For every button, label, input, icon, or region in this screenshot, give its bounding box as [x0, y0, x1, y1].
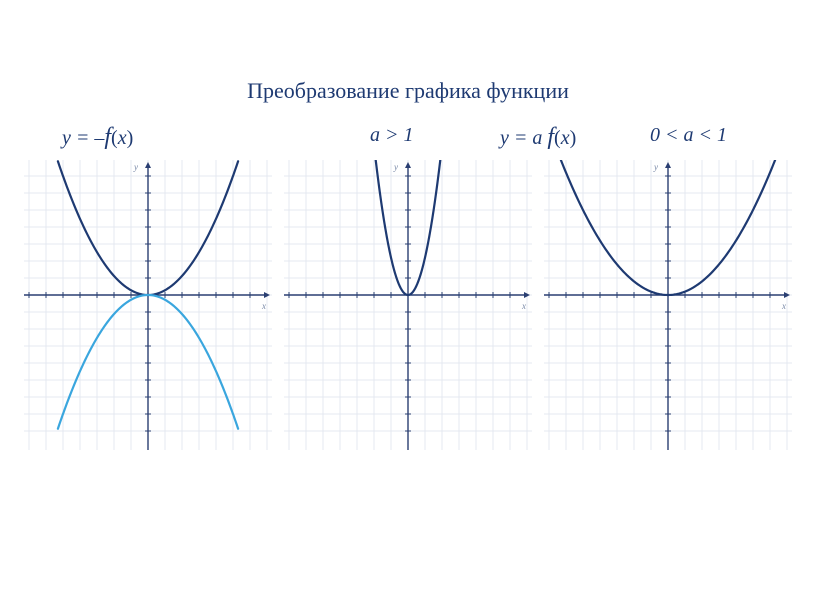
axis-label-y: y	[134, 162, 138, 172]
formula-a-lt-1: 0 < a < 1	[650, 124, 727, 147]
formula-negate: y = –f(x)	[62, 124, 133, 151]
formula-a-gt-1: a > 1	[370, 124, 414, 147]
charts-row: yx yx yx	[0, 160, 816, 450]
formula-af: y = a f(x)	[500, 124, 576, 151]
axis-label-x: x	[522, 301, 526, 311]
chart-stretch: yx	[284, 160, 532, 450]
axis-label-y: y	[394, 162, 398, 172]
axis-label-x: x	[782, 301, 786, 311]
page-title: Преобразование графика функции	[0, 0, 816, 112]
chart-compress: yx	[544, 160, 792, 450]
formula-row: y = –f(x) a > 1 y = a f(x) 0 < a < 1	[0, 112, 816, 160]
axis-label-y: y	[654, 162, 658, 172]
chart-negate: yx	[24, 160, 272, 450]
axis-label-x: x	[262, 301, 266, 311]
